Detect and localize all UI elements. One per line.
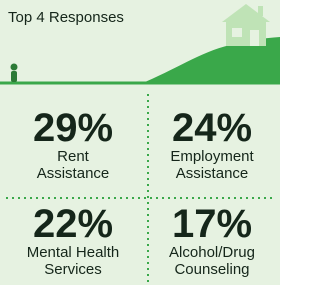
response-label: Mental Health bbox=[27, 244, 120, 261]
response-label: Employment bbox=[170, 148, 254, 165]
response-label: Assistance bbox=[176, 165, 249, 182]
response-label: Services bbox=[44, 261, 102, 278]
infographic: Top 4 Responses 29%RentAssistance24%Empl… bbox=[0, 0, 280, 285]
percentage: 17% bbox=[172, 202, 252, 246]
response-label: Assistance bbox=[37, 165, 110, 182]
response-label: Alcohol/Drug bbox=[169, 244, 255, 261]
person-icon bbox=[11, 64, 18, 83]
response-label: Rent bbox=[57, 148, 90, 165]
percentage: 24% bbox=[172, 106, 252, 150]
percentage: 22% bbox=[33, 202, 113, 246]
percentage: 29% bbox=[33, 106, 113, 150]
response-label: Counseling bbox=[174, 261, 249, 278]
title: Top 4 Responses bbox=[8, 9, 124, 26]
